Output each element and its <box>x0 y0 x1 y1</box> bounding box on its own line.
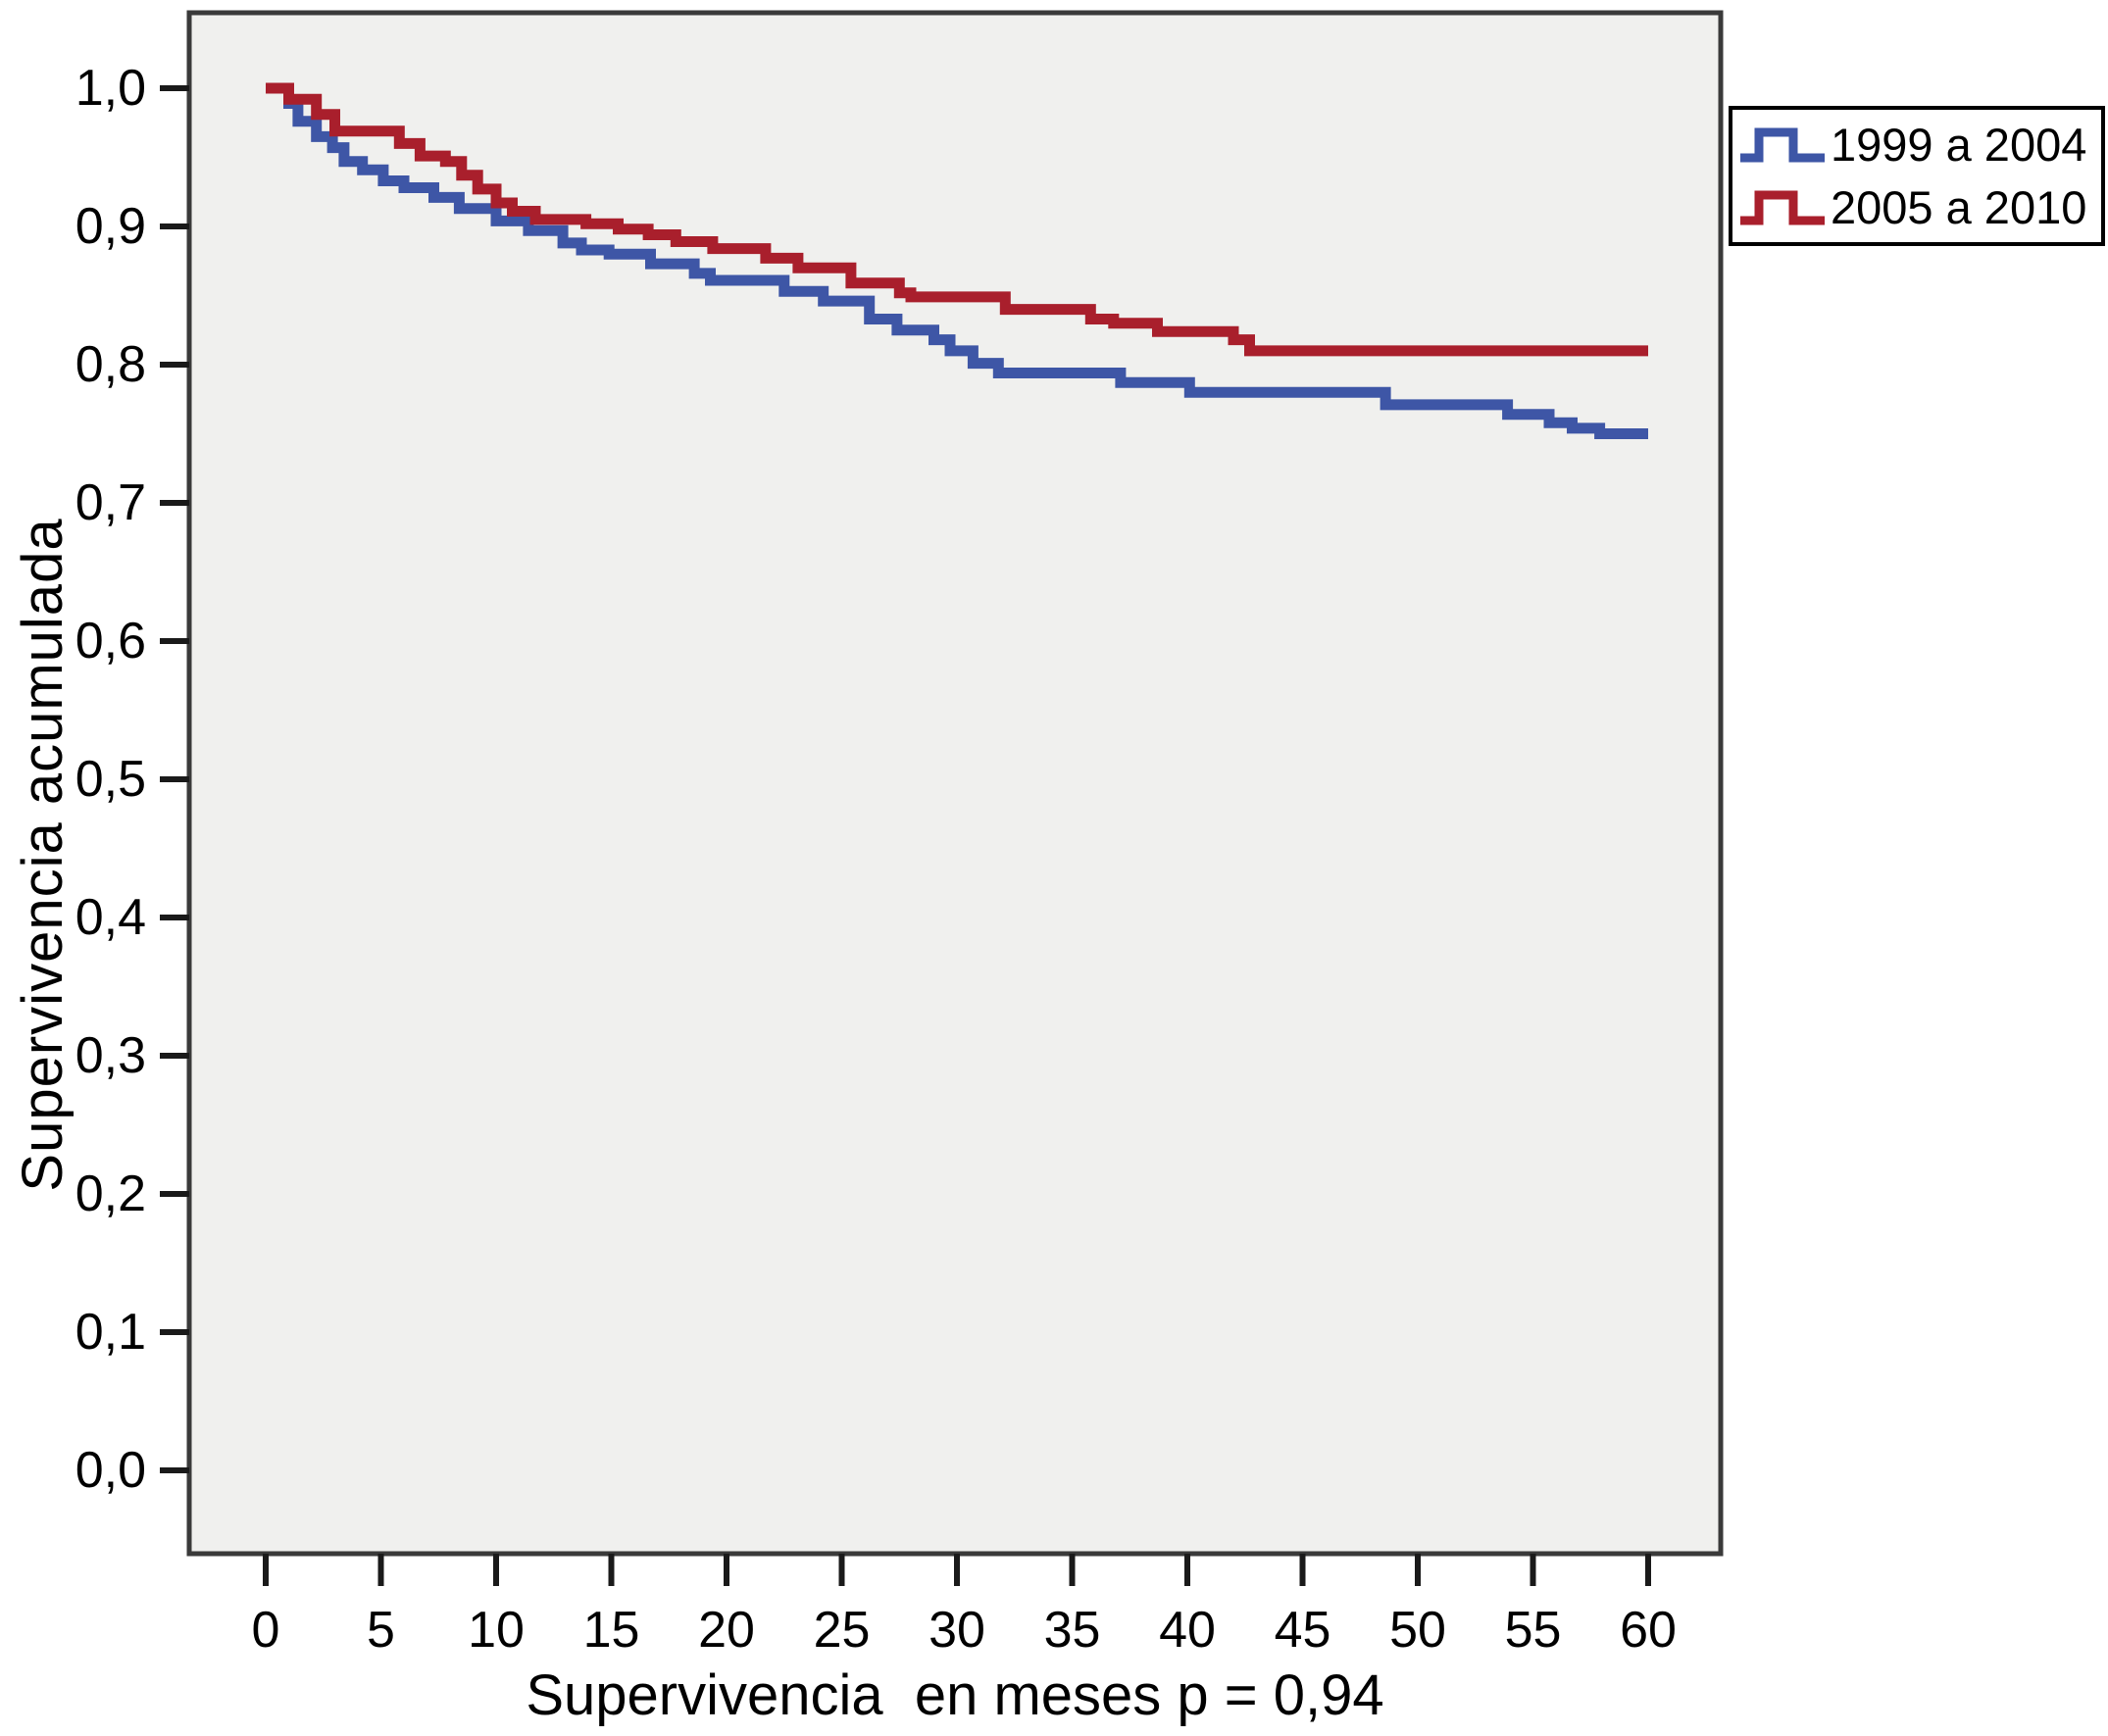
x-axis-title: Supervivencia en meses p = 0,94 <box>526 1663 1384 1727</box>
x-tick-label: 20 <box>698 1602 755 1659</box>
y-tick-label: 1,0 <box>75 60 146 117</box>
legend-label: 1999 a 2004 <box>1831 119 2087 171</box>
x-tick-label: 35 <box>1044 1602 1101 1659</box>
y-tick-label: 0,3 <box>75 1027 146 1084</box>
y-tick-label: 0,6 <box>75 613 146 670</box>
x-tick-label: 25 <box>814 1602 871 1659</box>
plot-area <box>189 13 1721 1554</box>
legend-entry-2005-2010: 2005 a 2010 <box>1736 176 2101 239</box>
y-tick-label: 0,4 <box>75 889 146 946</box>
survival-curve-1999-a-2004 <box>266 82 1648 439</box>
step-line-icon-red <box>1740 190 1825 224</box>
legend-line-sample-red <box>1740 190 1825 224</box>
legend: 1999 a 2004 2005 a 2010 <box>1729 106 2105 246</box>
x-tick-label: 0 <box>252 1602 280 1659</box>
y-tick-label: 0,2 <box>75 1166 146 1222</box>
x-tick-label: 45 <box>1275 1602 1331 1659</box>
x-tick-label: 10 <box>468 1602 525 1659</box>
legend-line-sample-blue <box>1740 127 1825 162</box>
x-tick-label: 5 <box>367 1602 395 1659</box>
y-tick-label: 0,5 <box>75 751 146 808</box>
survival-curve-2005-a-2010 <box>266 82 1648 357</box>
x-tick-label: 15 <box>583 1602 640 1659</box>
legend-label: 2005 a 2010 <box>1831 181 2087 233</box>
y-tick-label: 0,7 <box>75 474 146 531</box>
x-tick-label: 50 <box>1389 1602 1446 1659</box>
x-tick-label: 60 <box>1620 1602 1677 1659</box>
x-tick-label: 30 <box>929 1602 985 1659</box>
y-tick-label: 0,0 <box>75 1442 146 1499</box>
y-axis-title: Supervivencia acumulada <box>11 518 75 1192</box>
y-tick-label: 0,9 <box>75 198 146 255</box>
x-tick-label: 55 <box>1505 1602 1562 1659</box>
step-line-icon-blue <box>1740 127 1825 162</box>
y-tick-label: 0,1 <box>75 1304 146 1361</box>
legend-entry-1999-2004: 1999 a 2004 <box>1736 114 2101 176</box>
y-tick-label: 0,8 <box>75 336 146 393</box>
x-tick-label: 40 <box>1159 1602 1216 1659</box>
